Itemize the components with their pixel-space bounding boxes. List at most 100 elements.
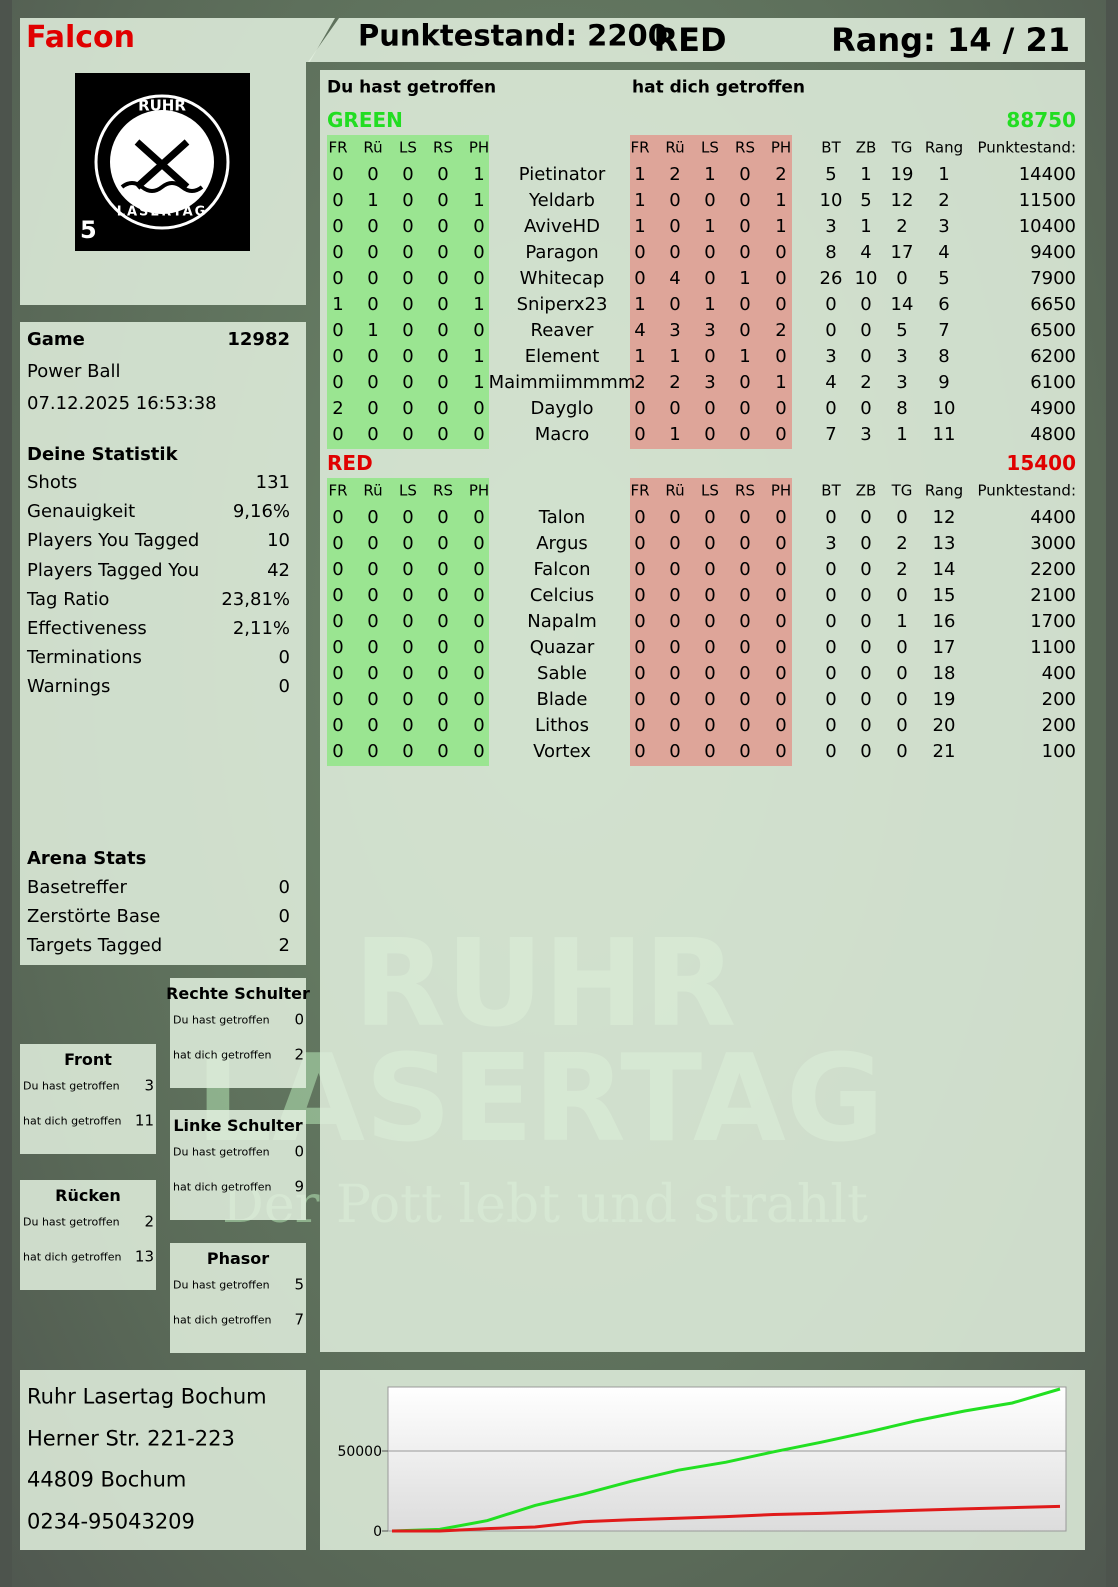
got-cell: 1 (669, 424, 681, 445)
hit-cell: 0 (367, 294, 379, 315)
got-cell: 0 (669, 715, 681, 736)
got-cell: 0 (775, 689, 787, 710)
stat-label: Tag Ratio (27, 588, 110, 610)
stat-cell: 2100 (1030, 585, 1076, 606)
got-cell: 0 (634, 611, 646, 632)
stat-cell: 4400 (1030, 507, 1076, 528)
address-line: 0234-95043209 (27, 1509, 195, 1533)
stat-value: 2 (278, 935, 290, 956)
stat-cell: 11 (932, 424, 956, 445)
zone-panel (170, 978, 306, 1088)
hit-cell: 0 (437, 164, 449, 185)
got-cell: 0 (634, 424, 646, 445)
stat-cell: 1700 (1030, 611, 1076, 632)
stat-cell: 0 (825, 689, 837, 710)
hit-cell: 0 (367, 741, 379, 762)
hit-cell: 0 (402, 741, 414, 762)
stat-label: Players You Tagged (27, 530, 200, 552)
got-cell: 0 (775, 637, 787, 658)
got-cell: 0 (739, 372, 751, 393)
got-cell: 0 (669, 190, 681, 211)
zone-panel (170, 1110, 306, 1220)
stat-cell: 14400 (1018, 164, 1076, 185)
stat-cell: 0 (860, 346, 872, 367)
stat-cell: 200 (1041, 715, 1076, 736)
hit-cell: 0 (367, 424, 379, 445)
stat-label: Basetreffer (27, 877, 127, 898)
got-cell: 2 (775, 320, 787, 341)
stat-cell: 6200 (1030, 346, 1076, 367)
stat-cell: 0 (825, 398, 837, 419)
stat-value: 0 (278, 906, 290, 927)
hit-cell: 0 (367, 533, 379, 554)
stat-cell: 3 (825, 346, 837, 367)
got-cell: 0 (669, 216, 681, 237)
section-title: Arena Stats (27, 848, 147, 869)
got-cell: 0 (634, 242, 646, 263)
player-cell: Talon (538, 507, 586, 528)
column-header: TG (891, 138, 913, 157)
hit-cell: 0 (402, 559, 414, 580)
stat-value: 23,81% (221, 588, 290, 610)
team-score: 88750 (1006, 108, 1076, 132)
got-cell: 0 (775, 294, 787, 315)
hit-cell: 0 (402, 164, 414, 185)
team-title: RED (653, 21, 727, 59)
got-cell: 0 (704, 715, 716, 736)
stat-label: Genauigkeit (27, 501, 136, 523)
got-cell: 0 (704, 424, 716, 445)
column-header: LS (701, 481, 719, 500)
stat-cell: 6 (938, 294, 950, 315)
stat-cell: 0 (825, 637, 837, 658)
got-column-bg (630, 135, 792, 449)
stat-cell: 1 (896, 611, 908, 632)
hit-cell: 0 (367, 242, 379, 263)
hit-cell: 1 (367, 320, 379, 341)
hit-cell: 0 (437, 346, 449, 367)
stat-value: 131 (255, 472, 290, 493)
got-cell: 0 (634, 585, 646, 606)
stat-cell: 12 (932, 507, 956, 528)
column-header: RS (735, 481, 755, 500)
column-header: RS (433, 138, 453, 157)
logo-text: RUHR (138, 96, 186, 115)
y-tick-label: 50000 (337, 1444, 382, 1460)
hit-cell: 0 (332, 216, 344, 237)
hit-cell: 0 (402, 320, 414, 341)
got-cell: 2 (775, 164, 787, 185)
stat-cell: 0 (825, 715, 837, 736)
zone-value: 5 (294, 1275, 304, 1294)
game-date: 07.12.2025 16:53:38 (27, 393, 217, 414)
game-mode: Power Ball (27, 361, 121, 382)
got-cell: 0 (775, 242, 787, 263)
hit-cell: 0 (437, 637, 449, 658)
column-header: PH (468, 138, 490, 157)
got-cell: 0 (775, 663, 787, 684)
column-header: Rü (363, 481, 383, 500)
hit-cell: 0 (437, 689, 449, 710)
stat-cell: 3000 (1030, 533, 1076, 554)
stat-cell: 0 (825, 320, 837, 341)
stat-cell: 5 (896, 320, 908, 341)
hit-cell: 0 (332, 559, 344, 580)
hit-cell: 0 (473, 242, 485, 263)
series-line (391, 1387, 1061, 1533)
stat-cell: 7 (825, 424, 837, 445)
got-cell: 0 (739, 637, 751, 658)
stat-cell: 5 (825, 164, 837, 185)
table-heading: hat dich getroffen (632, 77, 806, 98)
got-cell: 0 (669, 585, 681, 606)
stat-cell: 16 (932, 611, 956, 632)
stat-label: Warnings (27, 676, 111, 698)
zone-title: Rücken (55, 1186, 121, 1205)
zone-label: hat dich getroffen (23, 1114, 122, 1128)
hit-cell: 0 (332, 242, 344, 263)
zone-value: 2 (144, 1212, 154, 1231)
hit-cell: 0 (437, 216, 449, 237)
stat-label: Effectiveness (27, 618, 147, 639)
got-cell: 0 (704, 611, 716, 632)
got-cell: 2 (669, 164, 681, 185)
zone-value: 7 (294, 1310, 304, 1329)
got-cell: 0 (704, 637, 716, 658)
stat-label: Targets Tagged (27, 935, 163, 956)
